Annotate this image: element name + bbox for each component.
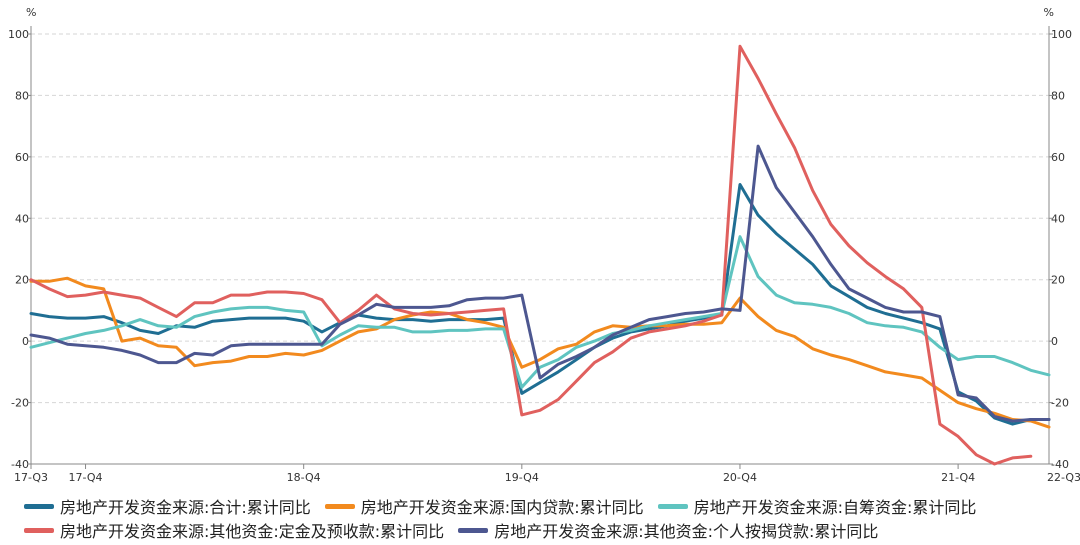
y-tick-label-right: 60 — [1051, 151, 1065, 164]
y-tick-label-right: -20 — [1051, 397, 1069, 410]
y-tick-label-left: -20 — [11, 397, 29, 410]
y-tick-label-left: 40 — [15, 212, 29, 225]
legend-label: 房地产开发资金来源:其他资金:定金及预收款:累计同比 — [60, 522, 445, 541]
legend-swatch — [657, 503, 688, 509]
y-axis-unit-right: % — [1044, 6, 1054, 19]
series-line-4 — [29, 44, 1033, 466]
y-tick-label-right: 80 — [1051, 89, 1065, 102]
legend-label: 房地产开发资金来源:国内贷款:累计同比 — [360, 498, 644, 517]
legend-label: 房地产开发资金来源:合计:累计同比 — [60, 498, 311, 517]
series-line-3 — [29, 235, 1051, 389]
legend-label: 房地产开发资金来源:其他资金:个人按揭贷款:累计同比 — [494, 522, 879, 541]
legend-swatch — [458, 527, 489, 533]
legend-label: 房地产开发资金来源:自筹资金:累计同比 — [693, 498, 977, 517]
y-axis-unit-left: % — [26, 6, 36, 19]
legend-item: 房地产开发资金来源:国内贷款:累计同比 — [324, 494, 644, 518]
line-chart: -40 -40 -20 -20 0 0 20 20 40 40 60 60 80 80 100 100% % 17… — [8, 6, 1080, 484]
y-tick-label-left: -40 — [11, 458, 29, 471]
x-tick-label: 19-Q4 — [505, 471, 539, 484]
series-line-2 — [29, 276, 1051, 429]
legend-swatch — [324, 503, 355, 509]
x-tick-label: 17-Q4 — [69, 471, 103, 484]
y-tick-label-right: -40 — [1051, 458, 1069, 471]
legend: 房地产开发资金来源:合计:累计同比 房地产开发资金来源:国内贷款:累计同比 房地产开… — [0, 494, 1080, 542]
x-tick-label: 18-Q4 — [287, 471, 321, 484]
x-tick-label: 22-Q3 — [1047, 471, 1080, 484]
legend-swatch — [24, 503, 54, 509]
x-tick-label: 20-Q4 — [723, 471, 757, 484]
legend-row: 房地产开发资金来源:其他资金:定金及预收款:累计同比 房地产开发资金来源:其他资金… — [0, 518, 1080, 542]
x-tick-label: 21-Q4 — [941, 471, 975, 484]
y-tick-label-right: 20 — [1051, 274, 1065, 287]
y-tick-label-right: 40 — [1051, 212, 1065, 225]
legend-item: 房地产开发资金来源:其他资金:定金及预收款:累计同比 — [24, 518, 444, 542]
y-tick-label-right: 0 — [1051, 335, 1058, 348]
y-tick-label-left: 80 — [15, 89, 29, 102]
legend-item: 房地产开发资金来源:合计:累计同比 — [24, 494, 311, 518]
legend-row: 房地产开发资金来源:合计:累计同比 房地产开发资金来源:国内贷款:累计同比 房地产开… — [0, 494, 1080, 518]
series-line-1 — [29, 183, 1051, 426]
y-tick-label-left: 20 — [15, 274, 29, 287]
y-tick-label-left: 60 — [15, 151, 29, 164]
legend-item: 房地产开发资金来源:其他资金:个人按揭贷款:累计同比 — [458, 518, 878, 542]
y-tick-label-left: 100 — [8, 28, 29, 41]
legend-swatch — [24, 527, 54, 533]
series-line-5 — [29, 144, 1051, 423]
y-tick-label-left: 0 — [22, 335, 29, 348]
legend-item: 房地产开发资金来源:自筹资金:累计同比 — [657, 494, 977, 518]
y-tick-label-right: 100 — [1051, 28, 1072, 41]
x-tick-label: 17-Q3 — [14, 471, 48, 484]
